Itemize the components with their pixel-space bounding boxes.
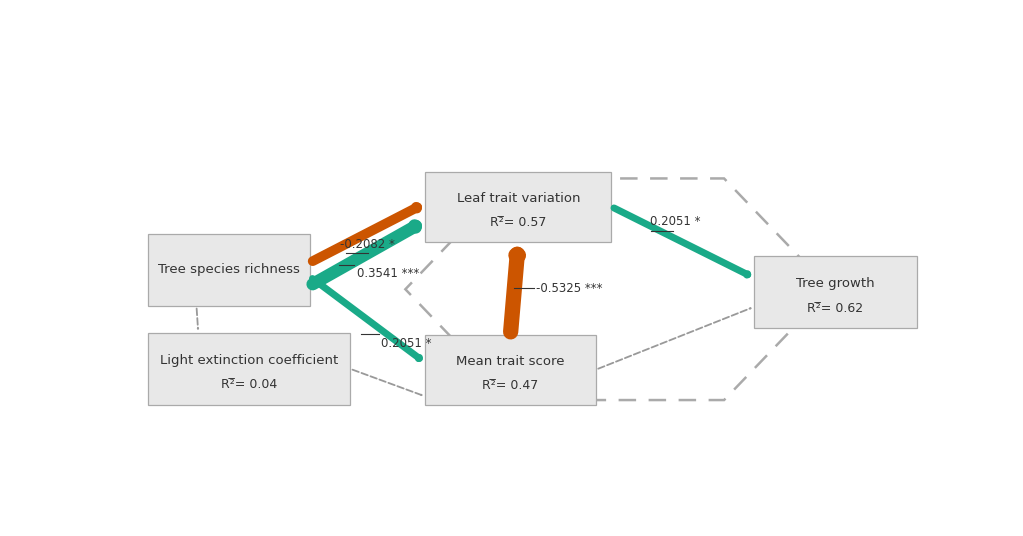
Text: R²̅= 0.62: R²̅= 0.62 — [807, 302, 863, 315]
FancyBboxPatch shape — [426, 172, 612, 242]
Text: R²̅= 0.57: R²̅= 0.57 — [490, 215, 546, 229]
Text: 0.2051 *: 0.2051 * — [381, 337, 432, 350]
Text: -0.2082 *: -0.2082 * — [341, 238, 395, 251]
Text: 0.2051 *: 0.2051 * — [650, 215, 700, 228]
Text: R²̅= 0.04: R²̅= 0.04 — [221, 378, 277, 391]
FancyBboxPatch shape — [426, 334, 595, 405]
Text: R²̅= 0.47: R²̅= 0.47 — [482, 378, 538, 392]
Text: Mean trait score: Mean trait score — [456, 355, 565, 368]
Text: Light extinction coefficient: Light extinction coefficient — [160, 354, 338, 367]
FancyBboxPatch shape — [147, 332, 350, 405]
FancyBboxPatch shape — [147, 234, 310, 306]
Text: Leaf trait variation: Leaf trait variation — [456, 192, 580, 205]
Text: -0.5325 ***: -0.5325 *** — [536, 282, 603, 295]
FancyBboxPatch shape — [754, 256, 917, 329]
Text: Tree growth: Tree growth — [796, 277, 875, 290]
Text: 0.3541 ***: 0.3541 *** — [357, 267, 419, 280]
Text: Tree species richness: Tree species richness — [158, 263, 300, 276]
